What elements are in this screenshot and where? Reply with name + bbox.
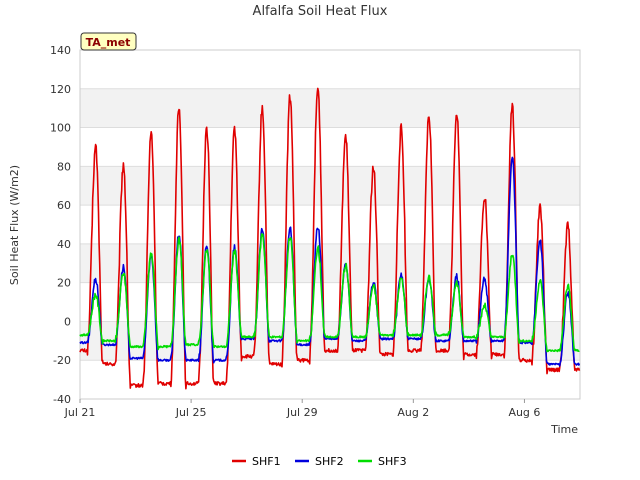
plot-frame	[79, 49, 581, 400]
y-axis-label: Soil Heat Flux (W/m2)	[8, 165, 21, 285]
y-tick-label: 120	[50, 83, 71, 96]
series-layer	[79, 87, 581, 390]
x-tick-label: Aug 2	[397, 406, 429, 419]
legend: SHF1 SHF2 SHF3	[232, 455, 407, 468]
x-axis: Jul 21 Jul 25 Jul 29 Aug 2 Aug 6	[64, 399, 540, 419]
y-tick-label: 60	[57, 199, 71, 212]
legend-label-shf3: SHF3	[378, 455, 407, 468]
grid-band	[80, 166, 580, 206]
series-line-shf3	[79, 233, 580, 353]
x-axis-label: Time	[550, 423, 578, 436]
y-axis: -40 -20 0 20 40 60 80 100 120 140	[50, 44, 71, 406]
x-tick-label: Jul 29	[286, 406, 318, 419]
y-tick-label: 40	[57, 238, 71, 251]
y-tick-label: -40	[53, 393, 71, 406]
series-line-shf2	[79, 156, 581, 367]
legend-label-shf1: SHF1	[252, 455, 281, 468]
station-badge-label: TA_met	[86, 36, 131, 49]
y-tick-label: 100	[50, 122, 71, 135]
y-tick-label: 20	[57, 277, 71, 290]
series-line-shf1	[79, 87, 581, 390]
station-badge: TA_met	[80, 32, 137, 51]
y-tick-label: 80	[57, 160, 71, 173]
y-tick-label: 0	[64, 315, 71, 328]
legend-label-shf2: SHF2	[315, 455, 344, 468]
grid-band	[80, 88, 580, 128]
y-tick-label: -20	[53, 354, 71, 367]
y-tick-label: 140	[50, 44, 71, 57]
grid-band	[80, 243, 580, 283]
x-tick-label: Jul 25	[175, 406, 207, 419]
chart-title: Alfalfa Soil Heat Flux	[253, 4, 388, 19]
x-tick-label: Aug 6	[508, 406, 540, 419]
x-tick-label: Jul 21	[64, 406, 96, 419]
plot-area	[79, 49, 581, 400]
